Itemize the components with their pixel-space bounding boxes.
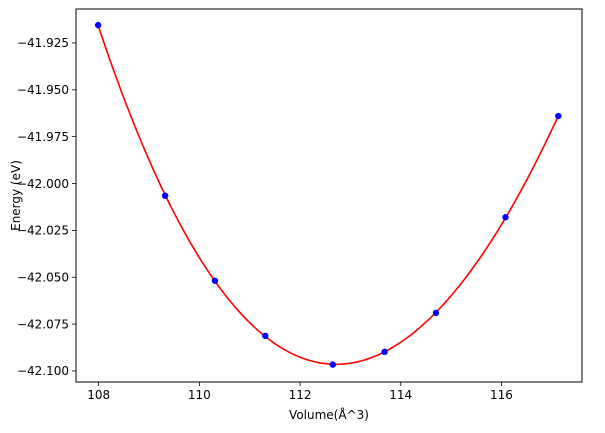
x-tick-label: 110	[188, 388, 211, 402]
plot-area	[94, 21, 562, 368]
data-point	[555, 112, 562, 120]
y-tick-label: −41.950	[17, 83, 69, 97]
y-tick-label: −42.000	[17, 177, 69, 191]
x-tick-label: 108	[87, 388, 110, 402]
axes-frame	[75, 8, 583, 383]
data-point	[161, 192, 169, 199]
y-tick-label: −42.100	[17, 364, 69, 378]
y-axis-ticks: −42.100 −42.075 −42.050 −42.025 −42.000 −41.9…	[17, 36, 76, 378]
y-axis-label: Energy (eV)	[9, 160, 23, 231]
data-point	[502, 214, 509, 221]
y-tick-label: −41.925	[17, 36, 69, 50]
x-tick-label: 116	[490, 388, 513, 402]
x-tick-label: 114	[389, 388, 412, 402]
x-tick-label: 112	[289, 388, 312, 402]
y-tick-label: −42.050	[17, 271, 69, 285]
data-point	[432, 309, 440, 317]
x-axis-label: Volume(Å^3)	[289, 407, 369, 422]
axes	[75, 8, 583, 383]
data-point	[262, 332, 269, 340]
data-point	[329, 361, 336, 368]
y-tick-label: −42.075	[17, 317, 69, 331]
data-point	[94, 21, 102, 29]
data-point	[381, 348, 388, 356]
y-tick-label: −41.975	[17, 130, 69, 144]
x-axis-ticks: 108 110 112 114 116	[87, 382, 513, 402]
y-tick-label: −42.025	[17, 224, 69, 238]
data-point	[211, 277, 219, 284]
fit-curve	[97, 25, 560, 366]
